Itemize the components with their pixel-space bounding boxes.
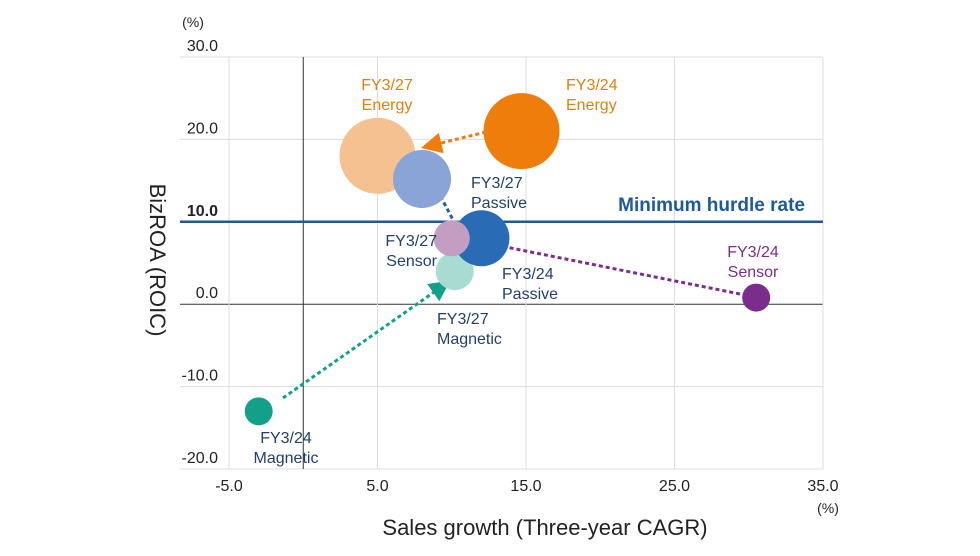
axes: -20.0 -10.0 0.0 10.0 20.0 30.0 -5.0 5.0 15.0 25.0… xyxy=(182,38,839,495)
bubble-sensor-fy3-24 xyxy=(742,283,771,312)
label-energy-end: FY3/27 xyxy=(361,77,413,94)
x-tick-label: 25.0 xyxy=(659,478,690,495)
x-axis-title: Sales growth (Three-year CAGR) xyxy=(382,515,707,540)
label-passive-start: FY3/24 xyxy=(502,266,554,283)
x-tick-label: -5.0 xyxy=(215,478,243,495)
x-unit-label: (%) xyxy=(817,500,839,516)
label-passive-end: Passive xyxy=(471,195,527,212)
y-tick-label: -20.0 xyxy=(182,450,219,467)
arrow-magnetic xyxy=(282,280,451,400)
x-tick-label: 5.0 xyxy=(366,478,388,495)
arrow-sensor xyxy=(461,232,741,296)
bubble-passive-fy3-27 xyxy=(393,149,452,208)
y-tick-label: 30.0 xyxy=(187,38,218,55)
bubble-energy-fy3-24 xyxy=(483,93,560,170)
label-sensor-start: Sensor xyxy=(728,264,779,281)
label-magnetic-start: FY3/24 xyxy=(260,430,312,447)
labels-group: FY3/24 Energy FY3/27 Energy FY3/24 Passive FY3… xyxy=(254,77,779,467)
bubble-sensor-fy3-27-overlay xyxy=(433,220,470,257)
x-tick-label: 15.0 xyxy=(510,478,541,495)
bubbles-group xyxy=(244,93,771,426)
label-sensor-end: Sensor xyxy=(386,253,437,270)
arrow-energy xyxy=(420,130,487,154)
y-tick-label: 10.0 xyxy=(187,203,218,220)
y-tick-label: 20.0 xyxy=(187,120,218,137)
y-tick-label: 0.0 xyxy=(196,285,218,302)
label-sensor-start: FY3/24 xyxy=(727,244,779,261)
label-passive-start: Passive xyxy=(502,286,558,303)
bubble-passive-fy3-24 xyxy=(453,210,510,267)
label-energy-end: Energy xyxy=(362,97,413,114)
y-unit-label: (%) xyxy=(182,14,204,30)
bubble-magnetic-fy3-24 xyxy=(244,397,273,426)
label-energy-start: FY3/24 xyxy=(566,77,618,94)
bubble-magnetic-fy3-27 xyxy=(435,252,474,291)
label-magnetic-end: FY3/27 xyxy=(437,311,489,328)
label-passive-end: FY3/27 xyxy=(471,175,523,192)
label-energy-start: Energy xyxy=(566,97,617,114)
y-tick-label: -10.0 xyxy=(182,368,219,385)
y-axis-title: BizROA (ROIC) xyxy=(145,184,170,337)
x-tick-label: 35.0 xyxy=(807,478,838,495)
hurdle-label: Minimum hurdle rate xyxy=(618,195,805,216)
label-magnetic-end: Magnetic xyxy=(437,331,502,348)
label-sensor-end: FY3/27 xyxy=(385,233,437,250)
label-magnetic-start: Magnetic xyxy=(254,450,319,467)
